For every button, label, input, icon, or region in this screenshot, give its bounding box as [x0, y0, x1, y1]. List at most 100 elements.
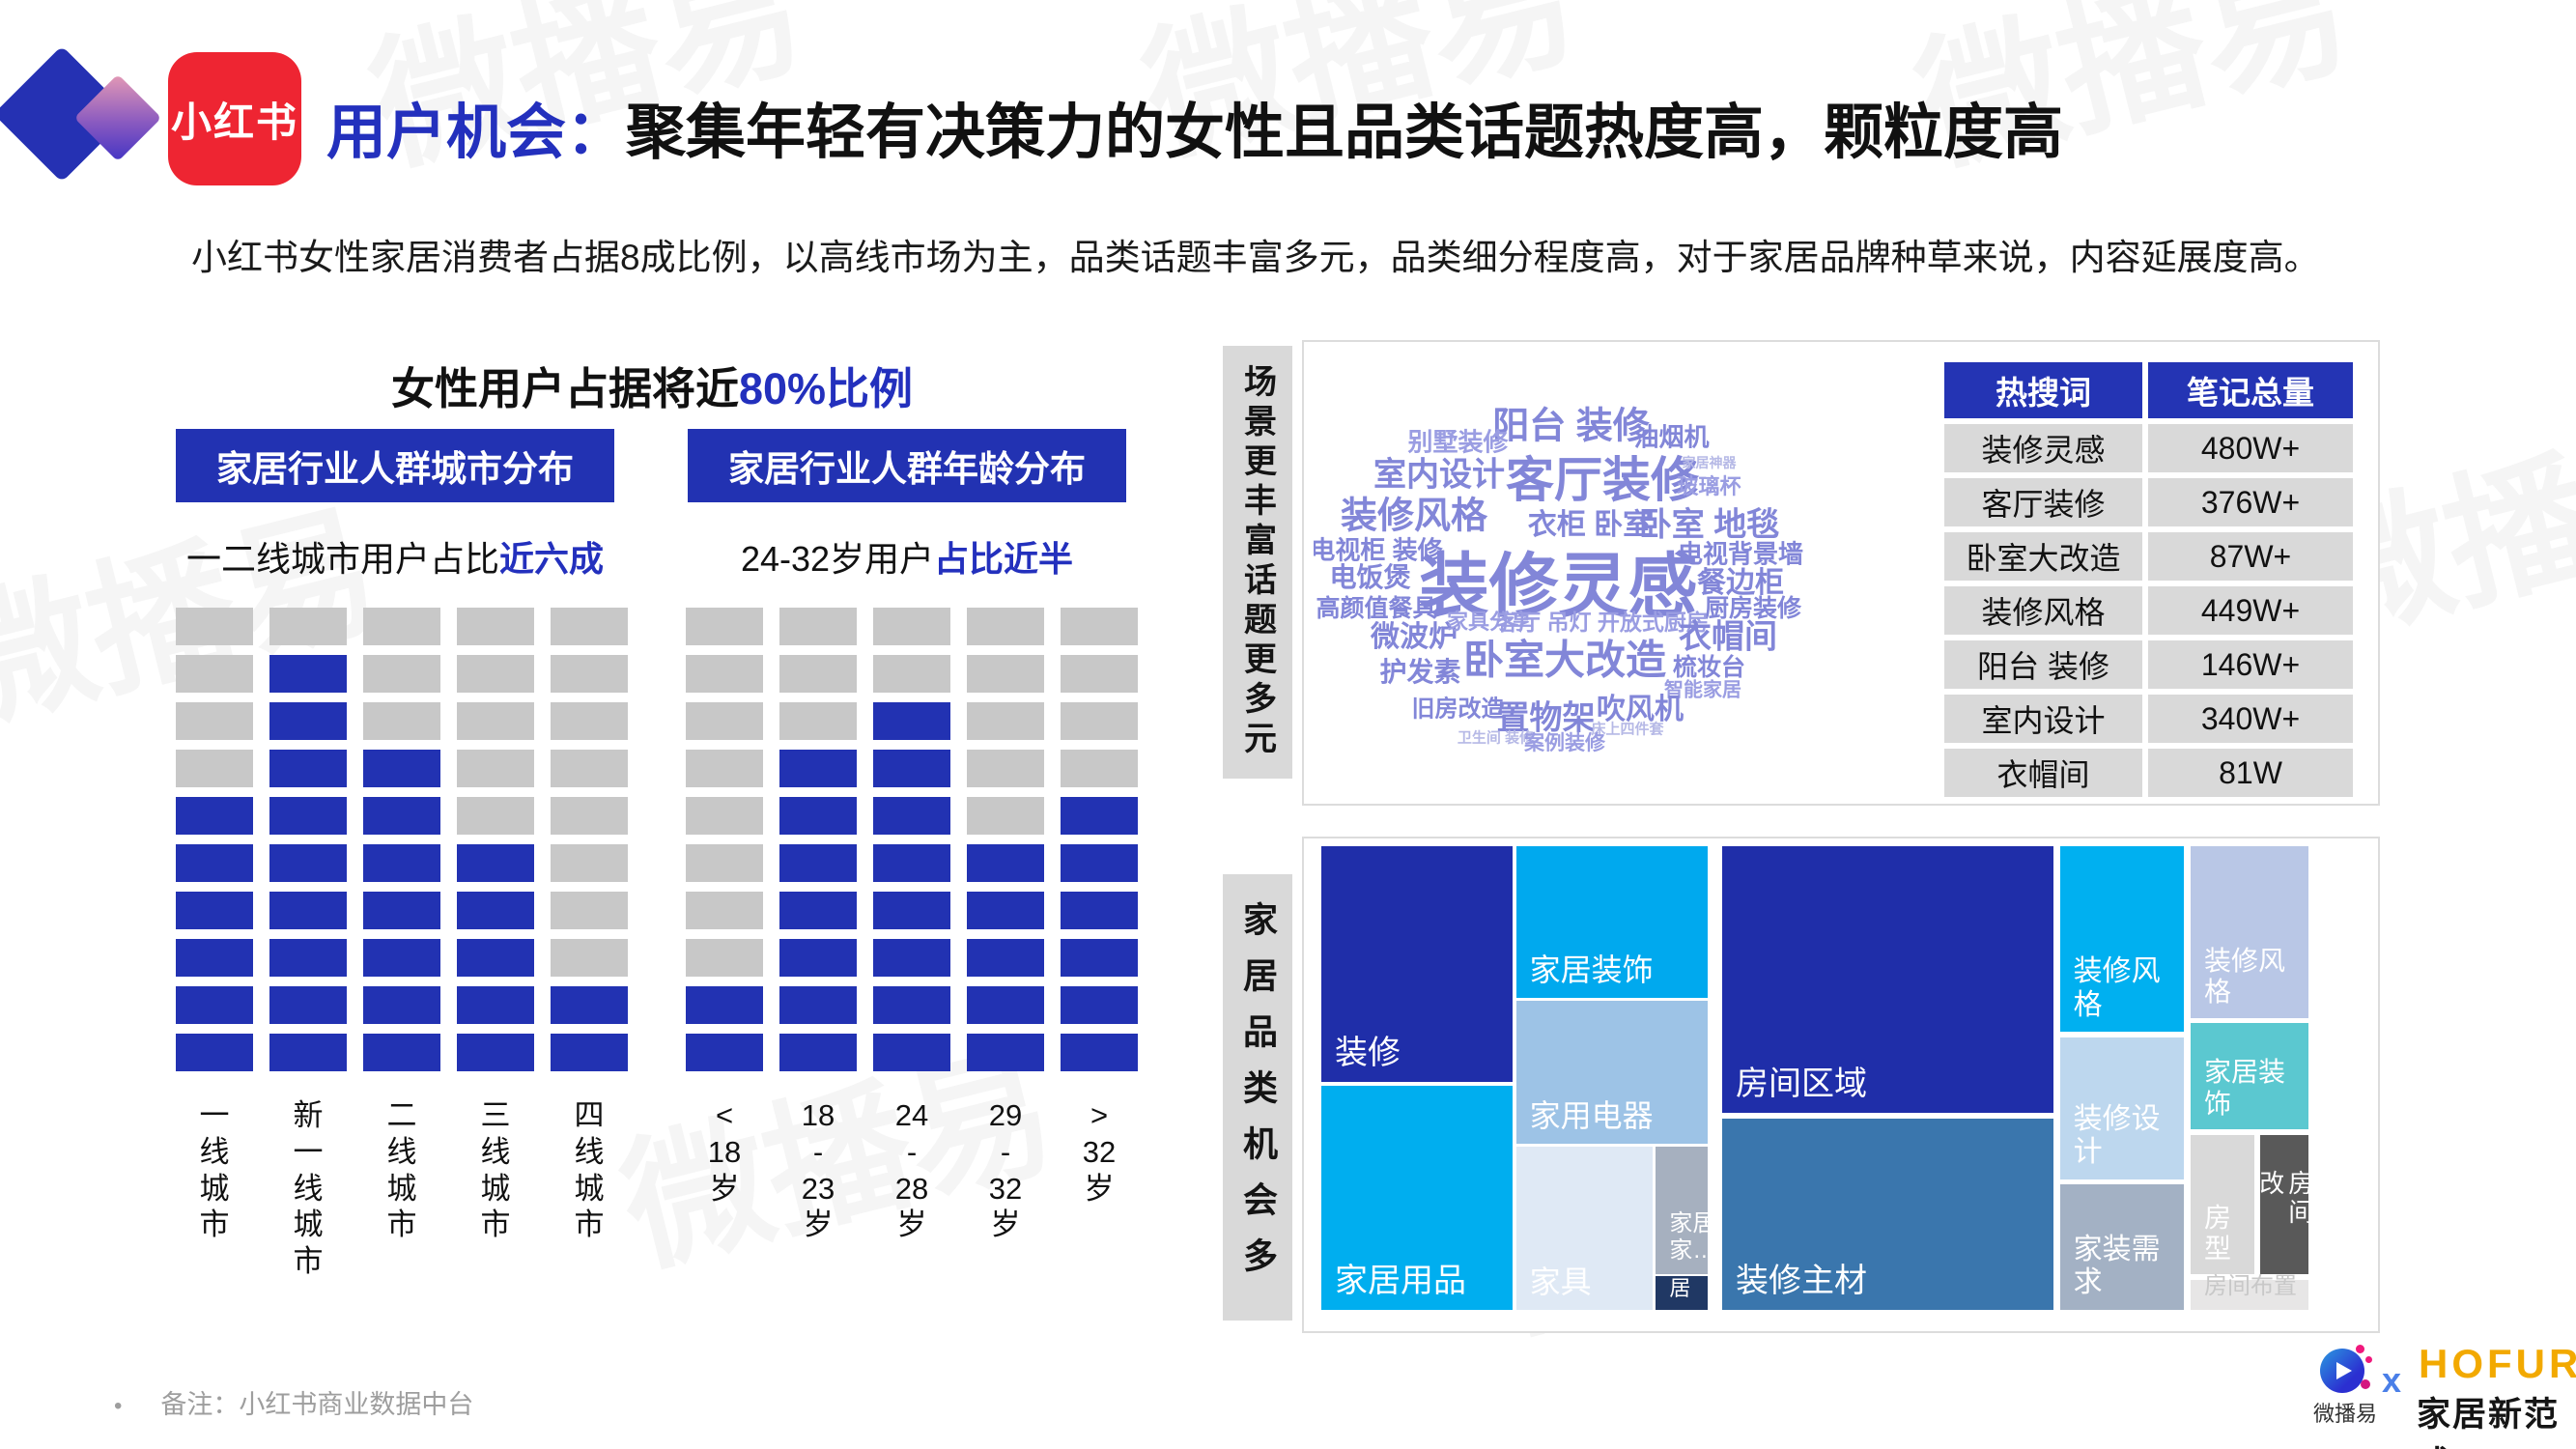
- waffle-cell-filled: [269, 939, 347, 977]
- waffle-column: [1061, 608, 1138, 1071]
- waffle-cell-filled: [457, 892, 534, 929]
- waffle-cell-empty: [551, 844, 628, 882]
- waffle-cell-empty: [1061, 702, 1138, 740]
- treemap-cell: 家居装饰: [2190, 1023, 2308, 1129]
- treemap-cell-label: 居: [1669, 1275, 1691, 1300]
- waffle-cell-empty: [551, 939, 628, 977]
- xiaohongshu-logo-text: 小红书: [170, 99, 298, 145]
- waffle-cell-empty: [967, 702, 1044, 740]
- waffle-axis-label: 24-28 岁: [894, 1098, 929, 1242]
- treemap-cell: 家居家…: [1656, 1147, 1708, 1274]
- waffle-cell-filled: [363, 892, 440, 929]
- waffle-cell-empty: [686, 939, 763, 977]
- wordcloud-word: 家居神器: [1682, 455, 1737, 471]
- waffle-cell-empty: [457, 702, 534, 740]
- waffle-cell-empty: [1061, 608, 1138, 645]
- waffle-cell-filled: [873, 986, 950, 1024]
- weiboyi-play-icon: [2318, 1345, 2372, 1395]
- waffle-cell-filled: [363, 939, 440, 977]
- treemap-cell: 房间改: [2256, 1134, 2308, 1275]
- waffle-cell-filled: [363, 1034, 440, 1071]
- waffle-cell-filled: [176, 986, 253, 1024]
- waffle-cell-empty: [363, 702, 440, 740]
- waffle-axis-label: >32 岁: [1082, 1098, 1117, 1206]
- treemap-cell: 房型: [2190, 1134, 2254, 1275]
- waffle-cell-empty: [686, 892, 763, 929]
- waffle-cell-filled: [269, 655, 347, 693]
- waffle-cell-empty: [551, 750, 628, 787]
- waffle-column: [363, 608, 440, 1071]
- topic-wordcloud: 装修灵感 客厅装修 卧室大改造 阳台 装修 装修风格 室内设计 别墅装修 衣柜 卧室 卧室 地毯…: [1314, 346, 1941, 796]
- treemap-cell: 装修: [1321, 846, 1514, 1082]
- page-title-rest: 聚集年轻有决策力的女性且品类话题热度高，颗粒度高: [626, 99, 2064, 166]
- city-axis-labels: 一线城市 新一线城市 二线城市 三线城市 四线城市: [176, 1097, 628, 1280]
- waffle-cell-filled: [269, 750, 347, 787]
- waffle-cell-empty: [363, 608, 440, 645]
- waffle-cell-empty: [1061, 750, 1138, 787]
- waffle-cell-filled: [873, 750, 950, 787]
- treemap-cell-label: 家居用品: [1335, 1262, 1466, 1299]
- treemap-cell-label: 装修风格: [2073, 955, 2161, 1021]
- waffle-cell-empty: [457, 750, 534, 787]
- waffle-cell-filled: [873, 892, 950, 929]
- waffle-cell-filled: [457, 986, 534, 1024]
- hot-search-table: 热搜词 笔记总量 装修灵感 480W+ 客厅装修 376W+ 卧室大改造 87W+ 装修风格 44…: [1944, 362, 2353, 797]
- wordcloud-word: 微波炉: [1371, 621, 1458, 654]
- scene-topics-side-label: 场景更丰富话题更多元: [1223, 346, 1292, 779]
- wordcloud-word: 衣帽间: [1679, 618, 1777, 656]
- waffle-axis-label: 三线城市: [480, 1098, 511, 1242]
- waffle-cell-empty: [551, 702, 628, 740]
- wordcloud-word: 电视柜 装修: [1314, 535, 1443, 565]
- wordcloud-word: 置物架: [1496, 699, 1596, 737]
- category-opportunity-side-label: 家居品类机会多: [1223, 874, 1292, 1321]
- treemap-cell-label: 房间布置: [2203, 1273, 2297, 1300]
- waffle-cell-empty: [551, 797, 628, 835]
- waffle-cell-filled: [269, 986, 347, 1024]
- age-chart-caption: 24-32岁用户占比近半: [688, 531, 1126, 582]
- wordcloud-word: 卧室大改造: [1462, 637, 1667, 683]
- waffle-cell-filled: [779, 986, 857, 1024]
- waffle-axis-label: 18-23 岁: [801, 1098, 835, 1242]
- waffle-cell-filled: [686, 986, 763, 1024]
- wordcloud-word: 卫生间 装修: [1457, 729, 1535, 747]
- waffle-column: [457, 608, 534, 1071]
- waffle-column: [779, 608, 857, 1071]
- wordcloud-word: 装修风格: [1340, 496, 1488, 537]
- waffle-cell-filled: [1061, 939, 1138, 977]
- waffle-cell-empty: [873, 608, 950, 645]
- wordcloud-word: 阳台 装修: [1492, 406, 1650, 447]
- headline-black: 女性用户占据将近: [390, 364, 739, 413]
- wordcloud-word: 高颜值餐具: [1316, 595, 1437, 623]
- treemap-cell-label: 房型: [2203, 1202, 2231, 1264]
- wordcloud-word: 厨房装修: [1704, 595, 1802, 623]
- partner-x-separator: x: [2382, 1360, 2402, 1400]
- wordcloud-word: 护发素: [1379, 656, 1461, 687]
- waffle-column: [551, 608, 628, 1071]
- age-waffle-chart: [686, 608, 1138, 1071]
- waffle-cell-empty: [551, 608, 628, 645]
- page-subtitle: 小红书女性家居消费者占据8成比例，以高线市场为主，品类话题丰富多元，品类细分程度…: [191, 238, 2320, 277]
- headline-blue: 80%比例: [738, 364, 914, 413]
- table-cell: 阳台 装修: [1944, 640, 2142, 689]
- city-chart-header-label: 家居行业人群城市分布: [216, 449, 574, 489]
- age-chart-header: 家居行业人群年龄分布: [688, 429, 1126, 502]
- treemap-cell-label: 装修主材: [1736, 1262, 1867, 1299]
- waffle-cell-empty: [363, 655, 440, 693]
- wordcloud-word: 客厅装修: [1506, 453, 1699, 508]
- treemap-cell-label: 房间区域: [1736, 1065, 1867, 1102]
- waffle-cell-filled: [176, 892, 253, 929]
- waffle-cell-filled: [1061, 1034, 1138, 1071]
- treemap-cell-label: 装修设计: [2073, 1102, 2161, 1169]
- waffle-axis-label: 一线城市: [199, 1098, 230, 1242]
- table-cell: 480W+: [2148, 424, 2353, 472]
- waffle-cell-filled: [779, 844, 857, 882]
- waffle-column: [269, 608, 347, 1071]
- waffle-axis-label: 四线城市: [574, 1098, 605, 1242]
- treemap-cell: 居: [1656, 1276, 1708, 1310]
- female-share-headline: 女性用户占据将近80%比例: [176, 354, 1128, 416]
- wordcloud-word: 装修灵感: [1419, 548, 1698, 626]
- waffle-cell-filled: [269, 892, 347, 929]
- table-cell: 376W+: [2148, 478, 2353, 526]
- waffle-axis-label: 29-32 岁: [988, 1098, 1023, 1242]
